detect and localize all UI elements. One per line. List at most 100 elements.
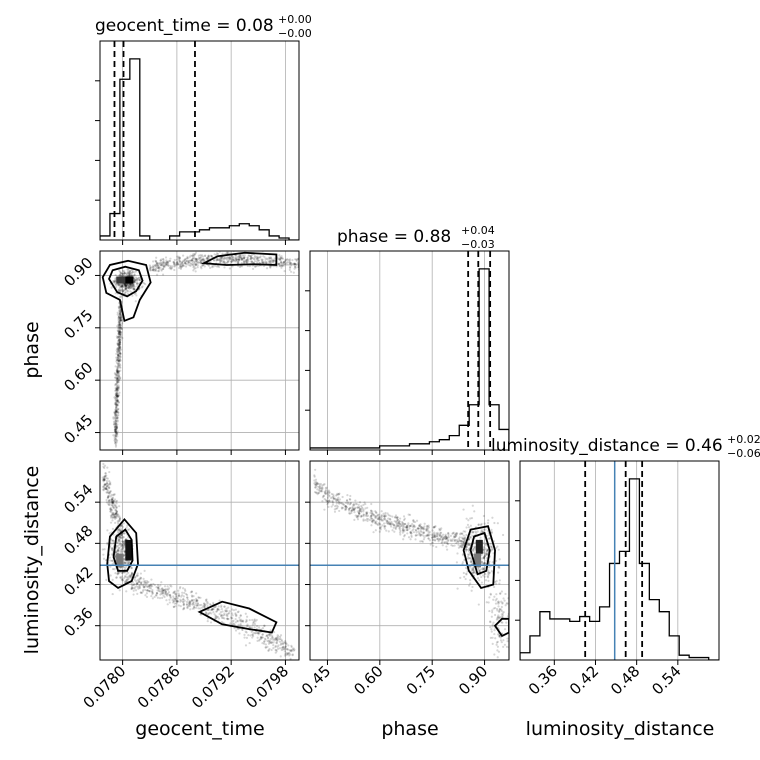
- sample-point: [226, 614, 229, 618]
- sample-point: [124, 287, 128, 290]
- sample-point: [118, 547, 121, 550]
- sample-point: [199, 259, 202, 262]
- sample-point: [276, 647, 280, 650]
- sample-point: [196, 601, 199, 605]
- sample-point: [110, 498, 114, 501]
- sample-point: [370, 524, 373, 527]
- sample-point: [501, 601, 504, 604]
- sample-point: [324, 487, 327, 490]
- sample-point: [116, 392, 119, 395]
- sample-point: [294, 258, 297, 261]
- sample-point: [118, 330, 121, 334]
- sample-point: [432, 532, 435, 535]
- sample-point: [358, 507, 362, 511]
- sample-point: [416, 527, 420, 530]
- sample-point: [116, 369, 119, 372]
- sample-point: [314, 486, 317, 489]
- sample-point: [356, 518, 360, 521]
- sample-point: [255, 625, 259, 628]
- sample-point: [122, 536, 125, 539]
- sample-point: [125, 573, 128, 576]
- sample-point: [389, 523, 392, 526]
- sample-point: [383, 527, 386, 530]
- sample-point: [223, 605, 226, 608]
- sample-point: [251, 623, 254, 626]
- sample-point: [489, 592, 492, 595]
- y-tick-label: 0.42: [60, 563, 96, 599]
- sample-point: [119, 328, 122, 331]
- sample-point: [404, 526, 408, 529]
- sample-point: [114, 414, 118, 417]
- sample-point: [106, 543, 109, 546]
- sample-point: [155, 264, 158, 267]
- sample-point: [427, 537, 430, 540]
- sample-point: [425, 527, 428, 530]
- sample-point: [477, 523, 480, 526]
- sample-point: [380, 516, 383, 519]
- sample-point: [403, 517, 406, 520]
- sample-point: [174, 605, 177, 608]
- sample-point: [230, 260, 233, 263]
- sample-point: [156, 596, 160, 599]
- sample-point: [371, 519, 375, 522]
- sample-point: [116, 419, 119, 422]
- sample-point: [279, 261, 282, 264]
- x-tick-label: 0.0780: [80, 662, 130, 712]
- sample-point: [178, 587, 182, 590]
- sample-point: [117, 338, 120, 341]
- sample-point: [445, 538, 448, 541]
- sample-point: [115, 576, 118, 579]
- sample-point: [403, 523, 407, 526]
- sample-point: [205, 600, 208, 603]
- sample-point: [447, 535, 450, 538]
- sample-point: [110, 539, 113, 542]
- sample-point: [119, 358, 122, 362]
- sample-point: [276, 636, 279, 639]
- sample-point: [119, 285, 123, 288]
- sample-point: [117, 316, 120, 319]
- sample-point: [374, 529, 377, 532]
- sample-point: [190, 599, 194, 602]
- sample-point: [320, 486, 323, 489]
- sample-point: [129, 284, 133, 287]
- sample-point: [140, 581, 143, 584]
- sample-point: [119, 576, 122, 579]
- sample-point: [117, 529, 120, 532]
- sample-point: [113, 411, 116, 414]
- sample-point: [313, 490, 317, 494]
- sample-point: [115, 379, 118, 382]
- sample-point: [118, 328, 121, 331]
- sample-point: [255, 255, 259, 258]
- density-contour: [101, 259, 152, 323]
- sample-point: [323, 483, 326, 486]
- sample-point: [191, 602, 194, 605]
- sample-point: [114, 419, 118, 422]
- sample-point: [121, 540, 124, 544]
- sample-point: [242, 257, 246, 260]
- sample-point: [501, 621, 504, 624]
- sample-point: [420, 540, 423, 543]
- sample-point: [113, 280, 117, 283]
- sample-point: [201, 255, 205, 258]
- sample-point: [260, 637, 263, 641]
- sample-point: [116, 388, 119, 391]
- sample-point: [224, 609, 227, 613]
- sample-point: [115, 406, 118, 409]
- sample-point: [115, 427, 118, 430]
- sample-point: [394, 520, 397, 523]
- sample-point: [321, 487, 324, 490]
- sample-point: [480, 553, 483, 556]
- sample-point: [383, 524, 386, 528]
- sample-point: [129, 283, 132, 286]
- sample-point: [103, 475, 106, 478]
- sample-point: [114, 428, 118, 431]
- sample-point: [127, 577, 130, 580]
- sample-point: [370, 517, 373, 520]
- sample-point: [327, 500, 330, 503]
- sample-point: [242, 255, 245, 258]
- sample-point: [203, 606, 206, 609]
- sample-point: [246, 261, 249, 264]
- sample-point: [498, 607, 501, 611]
- sample-point: [189, 591, 192, 594]
- sample-point: [323, 491, 327, 494]
